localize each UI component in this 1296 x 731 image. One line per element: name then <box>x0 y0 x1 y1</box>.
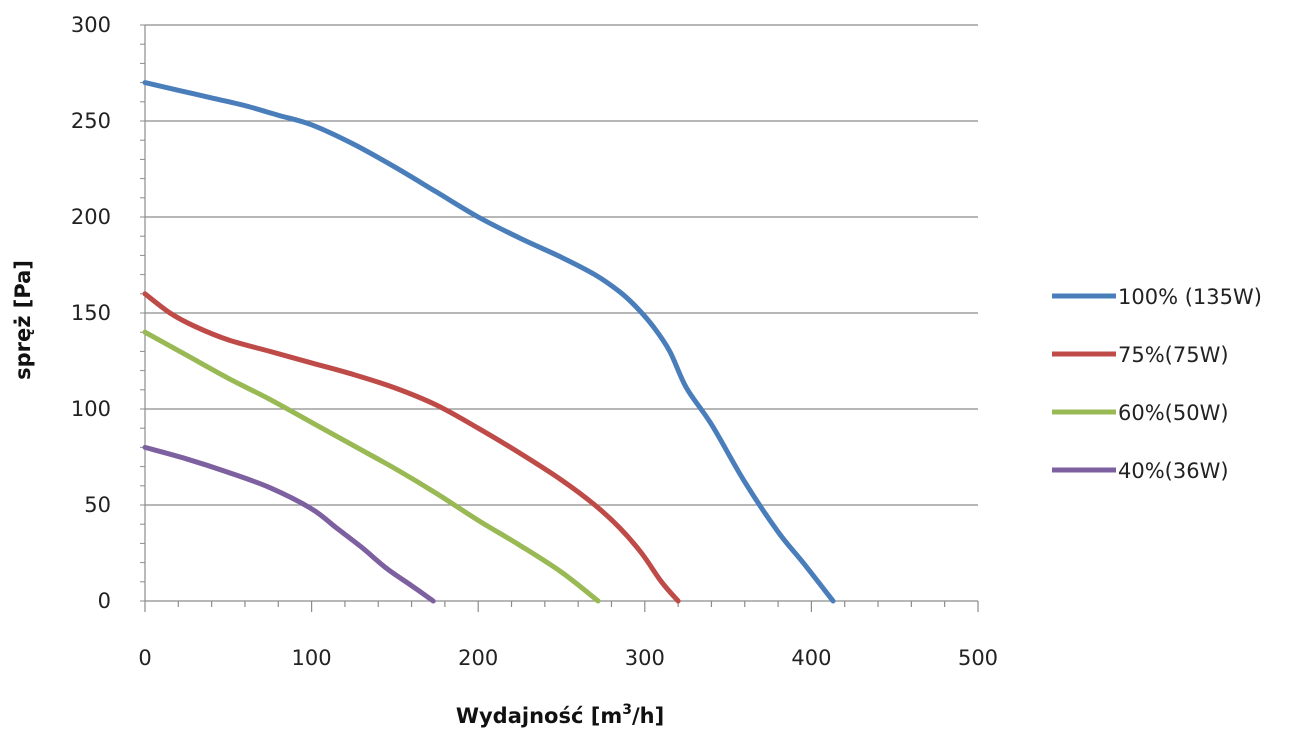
x-tick-label-0: 0 <box>138 646 151 670</box>
x-tick-label-400: 400 <box>791 646 831 670</box>
y-tick-label-250: 250 <box>71 109 111 133</box>
x-axis-title-main: Wydajność [m <box>456 704 622 728</box>
series-line-0 <box>142 80 836 604</box>
x-axis-title-sup: 3 <box>622 702 632 718</box>
y-tick-label-300: 300 <box>71 13 111 37</box>
x-tick-label-500: 500 <box>958 646 998 670</box>
y-tick-label-100: 100 <box>71 397 111 421</box>
y-tick-label-50: 50 <box>84 493 111 517</box>
y-axis-title: spręż [Pa] <box>11 260 35 380</box>
legend-label-3: 40%(36W) <box>1118 459 1229 483</box>
x-tick-label-300: 300 <box>625 646 665 670</box>
series-line-2 <box>142 329 601 604</box>
x-axis-title-end: /h] <box>632 704 664 728</box>
series-line-1 <box>142 291 681 604</box>
legend-label-2: 60%(50W) <box>1118 401 1229 425</box>
y-tick-label-150: 150 <box>71 301 111 325</box>
x-axis-title: Wydajność [m3/h] <box>456 702 664 728</box>
axes <box>140 24 979 612</box>
series-lines <box>142 80 836 604</box>
legend: 100% (135W) 75%(75W) 60%(50W) 40%(36W) <box>1052 285 1262 483</box>
legend-label-0: 100% (135W) <box>1118 285 1262 309</box>
tick-labels: 0 50 100 150 200 250 300 0 100 200 300 400 500 <box>71 13 998 670</box>
y-tick-label-0: 0 <box>98 589 111 613</box>
x-tick-label-100: 100 <box>292 646 332 670</box>
x-tick-label-200: 200 <box>458 646 498 670</box>
grid <box>145 24 978 506</box>
legend-label-1: 75%(75W) <box>1118 343 1229 367</box>
series-line-3 <box>142 444 436 604</box>
y-tick-label-200: 200 <box>71 205 111 229</box>
